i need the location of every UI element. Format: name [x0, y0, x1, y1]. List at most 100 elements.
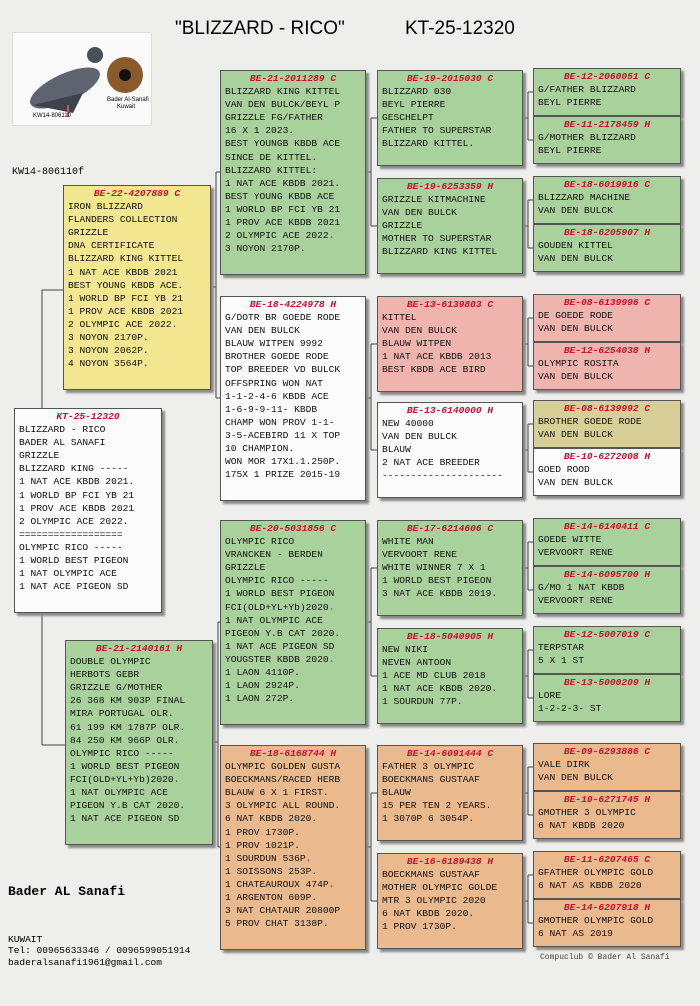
card-line: VERVOORT RENE: [538, 595, 613, 607]
card-line: FCI(OLD+YL+Yb)2020.: [225, 601, 335, 613]
card-line: TERPSTAR: [538, 642, 585, 654]
card-line: 1-2-2-3- ST: [538, 703, 602, 715]
card-line: 1 LAON 272P.: [225, 693, 295, 705]
card-line: BLAUW: [382, 787, 411, 799]
pedigree-card: BE-19-2015030 C BLIZZARD 030 BEYL PIERRE GE…: [377, 70, 523, 166]
card-line: 1 NAT ACE KBDB 2021: [68, 266, 178, 278]
card-line: BLIZZARD KITTEL:: [225, 164, 318, 176]
ring-number: BE-22-4207889 C: [93, 188, 181, 199]
ring-number: BE-12-6254038 H: [563, 345, 651, 356]
card-line: 1 WORLD BP FCI YB 21: [19, 489, 135, 501]
card-line: OLYMPIC ROSITA: [538, 358, 619, 370]
card-line: 1 NAT ACE KBDB 2020.: [382, 683, 498, 695]
pedigree-card: BE-14-6091444 C FATHER 3 OLYMPIC BOECKMANS…: [377, 745, 523, 841]
card-line: OLYMPIC RICO -----: [19, 541, 123, 553]
pedigree-card: BE-14-6140411 C GOEDE WITTE VERVOORT RENE: [533, 518, 681, 566]
card-line: GRIZZLE G/MOTHER: [70, 682, 163, 694]
ring-number: BE-10-6272008 H: [563, 451, 651, 462]
card-line: 6 NAT KBDB 2020.: [225, 813, 318, 825]
ring-number: BE-17-6214606 C: [406, 523, 494, 534]
card-line: KITTEL: [382, 312, 417, 324]
card-line: WHITE MAN: [382, 536, 434, 548]
pedigree-card: BE-18-4224978 H G/DOTR BR GOEDE RODE VAN D…: [220, 296, 366, 501]
card-line: 1 LAON 4110P.: [225, 667, 300, 679]
pedigree-card: BE-21-2140161 H DOUBLE OLYMPIC HERBOTS GEB…: [65, 640, 213, 845]
card-line: CHAMP WON PROV 1-1-: [225, 416, 335, 428]
pedigree-card: BE-12-2060051 C G/FATHER BLIZZARD BEYL PIE…: [533, 68, 681, 116]
card-line: 1 NAT ACE KBDB 2021.: [225, 177, 341, 189]
email: baderalsanafi1961@gmail.com: [8, 957, 162, 968]
card-line: VRANCKEN - BERDEN: [225, 549, 323, 561]
pedigree-card: BE-16-6189438 H BOECKMANS GUSTAAF MOTHER O…: [377, 853, 523, 949]
pedigree-card: BE-14-6207918 H GMOTHER OLYMPIC GOLD 6 NAT…: [533, 899, 681, 947]
card-line: 6 NAT KBDB 2020: [538, 820, 625, 832]
card-line: G/MOTHER BLIZZARD: [538, 132, 636, 144]
country: KUWAIT: [8, 934, 43, 945]
card-line: VAN DEN BULCK/BEYL P: [225, 99, 341, 111]
card-line: 1 WORLD BEST PIGEON: [225, 588, 335, 600]
card-line: 15 PER TEN 2 YEARS.: [382, 800, 492, 812]
card-line: GOEDE WITTE: [538, 534, 602, 546]
card-line: G/FATHER BLIZZARD: [538, 84, 636, 96]
ring-number: BE-14-6091444 C: [406, 748, 494, 759]
card-line: 61 199 KM 1787P OLR.: [70, 721, 186, 733]
card-line: BOECKMANS GUSTAAF: [382, 774, 480, 786]
card-line: VAN DEN BULCK: [382, 207, 457, 219]
card-line: WHITE WINNER 7 X 1: [382, 562, 486, 574]
card-line: 1 LAON 2924P.: [225, 680, 300, 692]
card-line: PIGEON Y.B CAT 2020.: [70, 800, 186, 812]
card-line: BROTHER GOEDE RODE: [538, 416, 642, 428]
pedigree-card: BE-10-6271745 H GMOTHER 3 OLYMPIC 6 NAT KB…: [533, 791, 681, 839]
pedigree-card: BE-13-5000209 H LORE 1-2-2-3- ST: [533, 674, 681, 722]
card-line: OLYMPIC RICO: [225, 536, 295, 548]
card-line: 26 368 KM 903P FINAL: [70, 695, 186, 707]
pedigree-card: BE-12-6254038 H OLYMPIC ROSITA VAN DEN BUL…: [533, 342, 681, 390]
card-line: 6 NAT AS KBDB 2020: [538, 880, 642, 892]
card-line: BLIZZARD KING KITTEL: [68, 253, 184, 265]
card-line: 1 CHATEAUROUX 474P.: [225, 878, 335, 890]
ring-number: BE-08-6139992 C: [563, 403, 651, 414]
card-line: 84 250 KM 966P OLR.: [70, 734, 180, 746]
phone: Tel: 00965633346 / 0096599051914: [8, 945, 191, 956]
card-line: VAN DEN BULCK: [538, 477, 613, 489]
card-line: BEST YOUNGB KBDB ACE: [225, 138, 341, 150]
card-line: 1 3070P 6 3054P.: [382, 813, 475, 825]
card-line: VAN DEN BULCK: [382, 325, 457, 337]
card-line: MOTHER TO SUPERSTAR: [382, 233, 492, 245]
card-line: FATHER 3 OLYMPIC: [382, 761, 475, 773]
card-line: 3-5-ACEBIRD 11 X TOP: [225, 429, 341, 441]
card-line: MOTHER OLYMPIC GOLDE: [382, 882, 498, 894]
card-line: G/DOTR BR GOEDE RODE: [225, 312, 341, 324]
card-line: WON MOR 17X1.1.250P.: [225, 456, 341, 468]
ring-number: BE-12-5007019 C: [563, 629, 651, 640]
card-line: NEVEN ANTOON: [382, 657, 452, 669]
card-line: GRIZZLE: [382, 220, 423, 232]
pedigree-card: BE-17-6214606 C WHITE MAN VERVOORT RENE WHI…: [377, 520, 523, 616]
card-line: 1 WORLD BP FCI YB 21: [225, 203, 341, 215]
card-line: DNA CERTIFICATE: [68, 240, 155, 252]
card-line: GOED ROOD: [538, 464, 590, 476]
card-line: 1 PROV 1021P.: [225, 839, 300, 851]
card-line: G/MO 1 NAT KBDB: [538, 582, 625, 594]
ring-number: BE-13-5000209 H: [563, 677, 651, 688]
card-line: 3 NOYON 2170P.: [68, 332, 149, 344]
ring-number: BE-14-6095700 H: [563, 569, 651, 580]
pedigree-card: KT-25-12320 BLIZZARD - RICO BADER AL SANAF…: [14, 408, 162, 613]
card-line: 3 NOYON 2062P.: [68, 345, 149, 357]
card-line: BROTHER GOEDE RODE: [225, 351, 329, 363]
card-line: BLIZZARD KING KITTEL: [382, 246, 498, 258]
pedigree-card: BE-10-6272008 H GOED ROOD VAN DEN BULCK: [533, 448, 681, 496]
card-line: 1-6-9-9-11- KBDB: [225, 403, 318, 415]
ring-number: BE-14-6140411 C: [563, 521, 651, 532]
card-line: HERBOTS GEBR: [70, 669, 140, 681]
card-line: VAN DEN BULCK: [382, 431, 457, 443]
card-line: BLIZZARD KITTEL.: [382, 138, 475, 150]
card-line: 6 NAT KBDB 2020.: [382, 908, 475, 920]
card-line: BLAUW WITPEN: [382, 338, 452, 350]
card-line: OLYMPIC GOLDEN GUSTA: [225, 761, 341, 773]
card-line: IRON BLIZZARD: [68, 201, 143, 213]
card-line: BLIZZARD KING -----: [19, 463, 129, 475]
card-line: 3 NOYON 2170P.: [225, 243, 306, 255]
ring-number: BE-10-6271745 H: [563, 794, 651, 805]
